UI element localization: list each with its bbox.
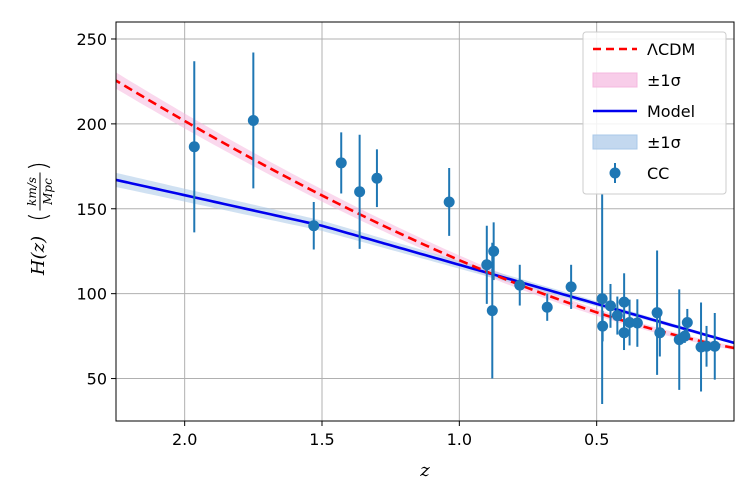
paren-right	[27, 163, 51, 169]
cc-point	[443, 196, 455, 208]
y-axis-label-main: H(z)	[28, 236, 49, 276]
cc-point	[701, 340, 713, 352]
cc-point	[354, 186, 366, 198]
y-tick-label: 100	[76, 285, 107, 304]
y-tick-label: 250	[76, 30, 107, 49]
cc-point	[488, 245, 500, 257]
cc-point	[371, 172, 383, 184]
cc-point	[618, 296, 630, 308]
y-tick-label: 200	[76, 115, 107, 134]
cc-point	[247, 114, 259, 126]
cc-point	[651, 307, 663, 319]
legend-label: ΛCDM	[647, 40, 695, 59]
axis-ticks: 2.0 1.5 1.0 0.5 50 100 150 200 250	[76, 30, 609, 449]
cc-point	[624, 317, 636, 329]
cc-point	[611, 310, 623, 322]
legend-swatch-cc-point	[609, 167, 621, 179]
cc-point	[679, 330, 691, 342]
y-axis-unit-numerator: km/s	[25, 177, 39, 206]
cc-point	[541, 301, 553, 313]
x-tick-label: 2.0	[172, 430, 197, 449]
x-tick-label: 0.5	[584, 430, 609, 449]
cc-point	[681, 317, 693, 329]
cc-point	[565, 281, 577, 293]
y-tick-label: 50	[87, 370, 107, 389]
y-tick-label: 150	[76, 200, 107, 219]
x-tick-label: 1.5	[309, 430, 334, 449]
cc-point	[481, 259, 493, 271]
confidence-bands	[116, 72, 734, 351]
cc-point	[654, 327, 666, 339]
legend-label: ±1σ	[647, 133, 681, 152]
legend-swatch-band	[592, 134, 638, 150]
model-line	[116, 178, 734, 345]
y-axis-label: H(z) km/s Mpc	[25, 163, 55, 276]
cc-point	[486, 305, 498, 317]
cc-point	[618, 327, 630, 339]
x-tick-label: 1.0	[447, 430, 472, 449]
model-band	[116, 172, 734, 345]
cc-point	[188, 141, 200, 153]
cc-point	[597, 320, 609, 332]
paren-left	[27, 214, 51, 220]
legend-swatch-band	[592, 72, 638, 88]
legend-label: CC	[647, 164, 669, 183]
legend-label: Model	[647, 102, 695, 121]
cc-point	[514, 279, 526, 291]
legend: ΛCDM ±1σ Model ±1σ CC	[582, 31, 727, 195]
y-axis-unit-denominator: Mpc	[41, 178, 55, 206]
plot-frame	[115, 21, 735, 422]
cc-point	[596, 293, 608, 305]
legend-label: ±1σ	[647, 71, 681, 90]
cc-point	[604, 300, 616, 312]
cc-data-points	[188, 52, 721, 405]
cc-point	[308, 220, 320, 232]
cc-point	[631, 317, 643, 329]
cc-point	[709, 340, 721, 352]
x-axis-label: z	[419, 460, 430, 481]
cc-point	[335, 157, 347, 169]
